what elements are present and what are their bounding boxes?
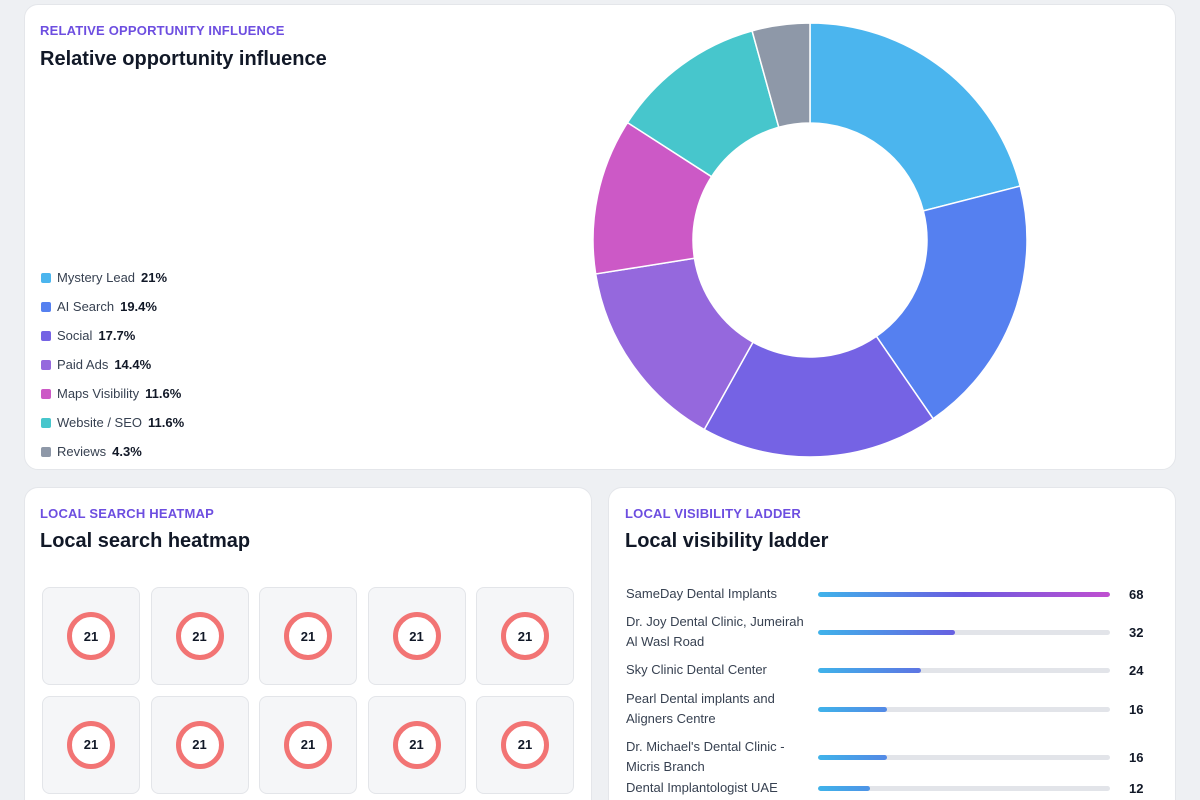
legend-swatch	[41, 330, 51, 341]
rank-badge: 21	[284, 720, 332, 769]
rank-badge: 21	[67, 612, 115, 660]
rank-badge: 21	[392, 612, 441, 660]
ladder-competitor-name: Sky Clinic Dental Center	[626, 662, 767, 677]
legend-value: 17.7%	[98, 328, 136, 343]
rank-badge: 21	[175, 720, 224, 769]
influence-title: Relative opportunity influence	[40, 48, 327, 70]
ladder-competitor-name: Dr. Joy Dental Clinic, Jumeirah Al Wasl …	[626, 614, 804, 649]
ladder-value: 68	[1129, 586, 1144, 602]
influence-legend: Mystery Lead 21% AI Search 19.4% Social 17.7%…	[41, 263, 184, 466]
ladder-bar-track	[818, 706, 1110, 712]
rank-badge: 21	[501, 720, 549, 769]
heatmap-cell[interactable]: 21	[259, 587, 357, 685]
legend-item: Social 17.7%	[41, 321, 184, 350]
local-search-heatmap-card: LOCAL SEARCH HEATMAP Local search heatma…	[24, 487, 592, 800]
heatmap-grid: 21 21 21 21 21 21 21 21 21 21	[42, 587, 574, 794]
ladder-competitor-name: SameDay Dental Implants	[626, 586, 778, 601]
donut-slice-reviews[interactable]	[751, 22, 811, 129]
heatmap-title: Local search heatmap	[40, 530, 251, 552]
legend-value: 11.6%	[145, 386, 182, 401]
ladder-row: Sky Clinic Dental Center 24	[626, 660, 1146, 680]
heatmap-cell[interactable]: 21	[476, 695, 574, 794]
ladder-bar-track	[818, 629, 1110, 635]
heatmap-cell[interactable]: 21	[150, 587, 249, 685]
ladder-competitor-name: Dental Implantologist UAE	[626, 780, 778, 795]
rank-badge: 21	[284, 612, 332, 660]
heatmap-cell[interactable]: 21	[259, 695, 357, 794]
ladder-bar-fill	[818, 706, 887, 712]
local-visibility-ladder-card: LOCAL VISIBILITY LADDER Local visibility…	[608, 487, 1176, 800]
legend-value: 11.6%	[148, 415, 185, 430]
ladder-value: 16	[1129, 749, 1144, 765]
ladder-row: Pearl Dental implants and Aligners Centr…	[626, 689, 1146, 729]
ladder-bar-track	[818, 754, 1110, 760]
heatmap-eyebrow: LOCAL SEARCH HEATMAP	[40, 506, 214, 521]
ladder-bar-fill	[818, 667, 922, 673]
legend-value: 4.3%	[112, 444, 142, 459]
ladder-bar-track	[818, 785, 1110, 791]
donut-slice-social[interactable]	[703, 335, 935, 458]
heatmap-cell[interactable]: 21	[150, 695, 249, 794]
legend-swatch	[41, 272, 51, 283]
legend-swatch	[41, 301, 51, 312]
ladder-bar-track	[818, 591, 1110, 597]
legend-item: Paid Ads 14.4%	[41, 350, 184, 379]
heatmap-cell[interactable]: 21	[367, 587, 466, 685]
legend-item: Website / SEO 11.6%	[41, 408, 184, 437]
legend-swatch	[41, 388, 51, 399]
ladder-row: Dr. Joy Dental Clinic, Jumeirah Al Wasl …	[626, 612, 1146, 652]
opportunity-influence-card: RELATIVE OPPORTUNITY INFLUENCE Relative …	[24, 4, 1176, 470]
legend-swatch	[41, 417, 51, 428]
rank-badge: 21	[392, 720, 441, 769]
ladder-bar-fill	[818, 785, 870, 791]
ladder-bar-fill	[818, 754, 887, 760]
ladder-bar-track	[818, 667, 1110, 673]
ladder-competitor-name: Pearl Dental implants and Aligners Centr…	[626, 691, 775, 726]
ladder-row: Dr. Michael's Dental Clinic - Micris Bra…	[626, 737, 1146, 777]
legend-item: Maps Visibility 11.6%	[41, 379, 184, 408]
legend-label: Mystery Lead	[57, 270, 136, 285]
ladder-row: SameDay Dental Implants 68	[626, 584, 1146, 604]
ladder-value: 12	[1129, 780, 1144, 796]
legend-label: AI Search	[57, 299, 115, 314]
heatmap-cell[interactable]: 21	[367, 695, 466, 794]
ladder-value: 16	[1129, 701, 1144, 717]
heatmap-cell[interactable]: 21	[42, 587, 140, 685]
influence-eyebrow: RELATIVE OPPORTUNITY INFLUENCE	[40, 23, 285, 38]
donut-slice-ai-search[interactable]	[875, 185, 1028, 420]
legend-value: 14.4%	[114, 357, 152, 372]
legend-swatch	[41, 359, 51, 370]
heatmap-cell[interactable]: 21	[42, 695, 140, 794]
legend-item: Mystery Lead 21%	[41, 263, 184, 292]
donut-slice-mystery-lead[interactable]	[809, 22, 1022, 212]
ladder-value: 24	[1129, 662, 1144, 678]
ladder-eyebrow: LOCAL VISIBILITY LADDER	[625, 506, 802, 521]
legend-item: Reviews 4.3%	[41, 437, 184, 466]
legend-swatch	[41, 446, 51, 457]
legend-label: Paid Ads	[57, 357, 109, 372]
ladder-row: Dental Implantologist UAE 12	[626, 778, 1146, 798]
ladder-value: 32	[1129, 624, 1144, 640]
heatmap-cell[interactable]: 21	[476, 587, 574, 685]
ladder-title: Local visibility ladder	[625, 530, 829, 552]
rank-badge: 21	[67, 720, 115, 769]
legend-value: 19.4%	[120, 299, 157, 314]
rank-badge: 21	[175, 612, 224, 660]
ladder-bar-fill	[818, 591, 1110, 597]
legend-item: AI Search 19.4%	[41, 292, 184, 321]
legend-label: Website / SEO	[57, 415, 143, 430]
legend-label: Reviews	[57, 444, 107, 459]
legend-label: Maps Visibility	[57, 386, 140, 401]
rank-badge: 21	[501, 612, 549, 660]
influence-donut-chart	[592, 22, 1028, 458]
legend-label: Social	[57, 328, 93, 343]
ladder-bar-fill	[818, 629, 956, 635]
legend-value: 21%	[141, 270, 168, 285]
ladder-competitor-name: Dr. Michael's Dental Clinic - Micris Bra…	[626, 739, 785, 774]
